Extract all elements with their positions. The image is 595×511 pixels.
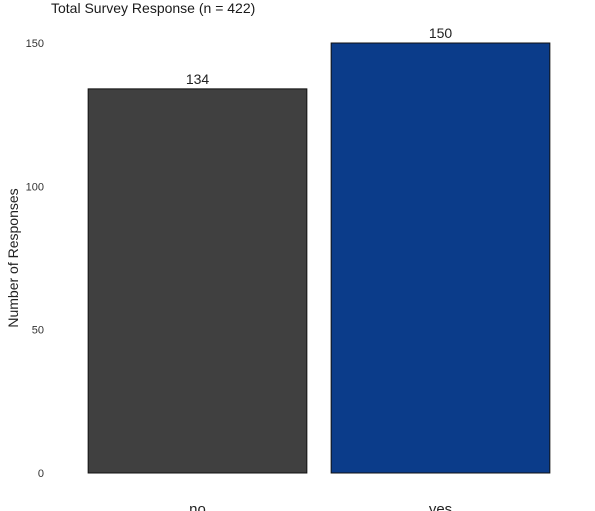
bar-yes: [330, 42, 551, 474]
y-tick-label: 50: [32, 325, 44, 337]
y-tick-label: 100: [26, 181, 44, 193]
category-labels: no yes: [189, 501, 452, 511]
value-label-yes: 150: [429, 25, 453, 41]
y-tick-label: 150: [26, 38, 44, 50]
value-label-no: 134: [186, 71, 210, 87]
y-axis-title: Number of Responses: [5, 188, 21, 327]
y-axis-ticks: 0 50 100 150: [26, 38, 44, 480]
chart-title: Total Survey Response (n = 422): [51, 0, 256, 16]
value-labels: 134 150: [186, 25, 453, 87]
bar-no: [87, 88, 308, 474]
category-label-yes: yes: [429, 501, 452, 511]
bars: [87, 42, 551, 474]
category-label-no: no: [189, 501, 206, 511]
y-tick-label: 0: [38, 468, 44, 480]
